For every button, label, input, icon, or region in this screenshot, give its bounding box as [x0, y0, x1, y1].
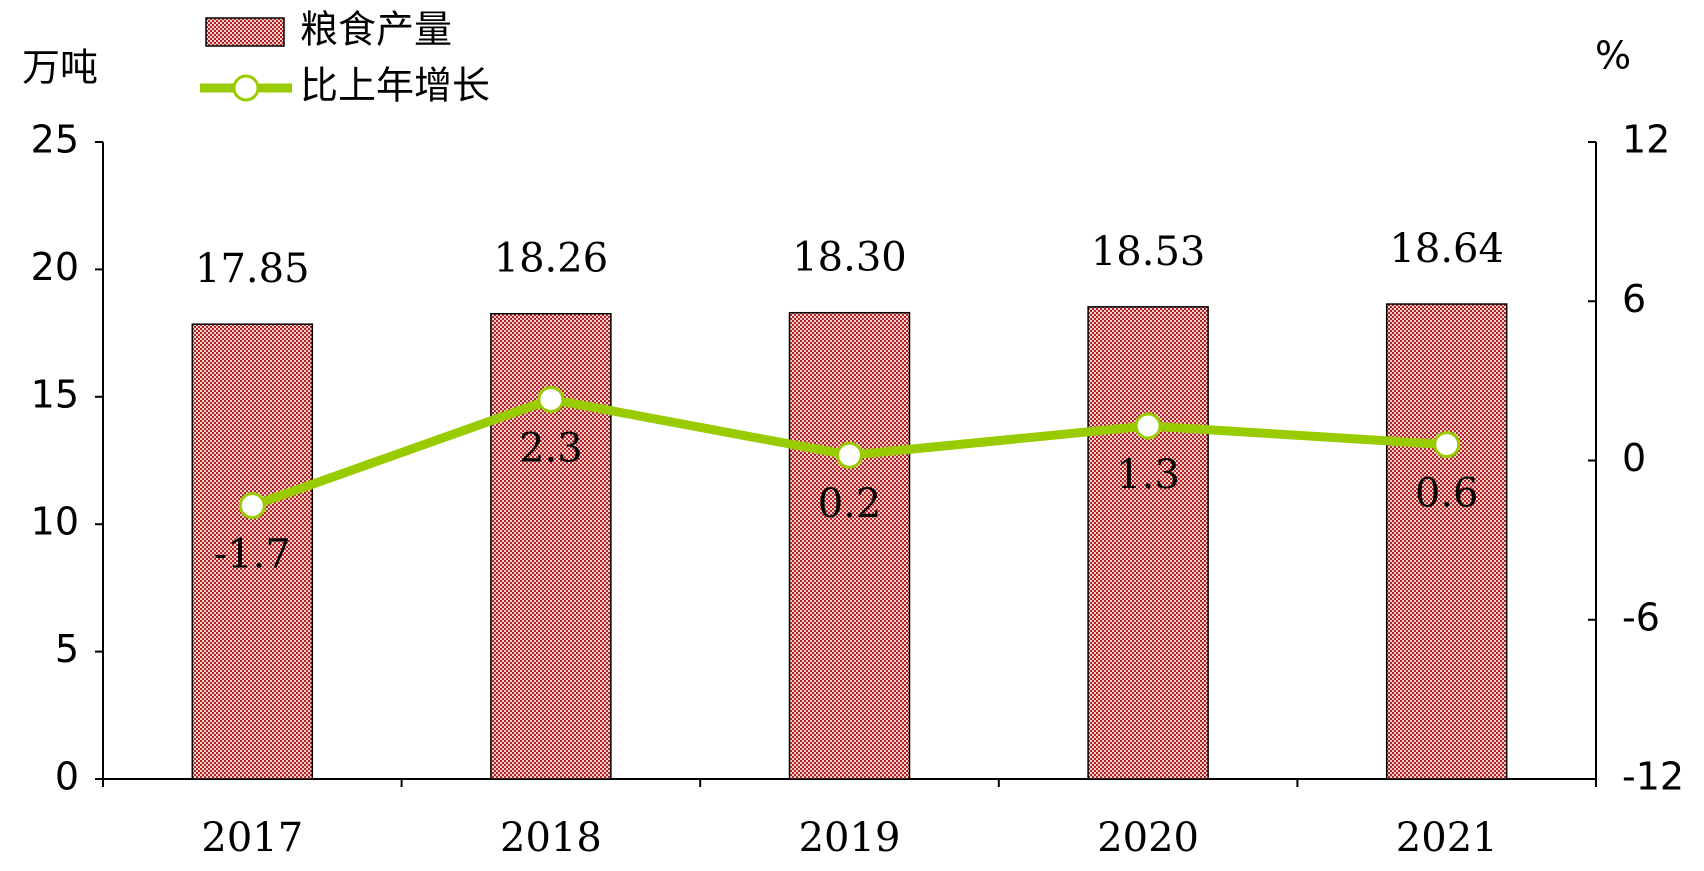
x-tick-label: 2020: [1097, 815, 1199, 861]
y-tick-label: 25: [31, 118, 79, 162]
y2-axis-label: %: [1595, 34, 1631, 78]
x-tick-label: 2019: [799, 815, 901, 861]
y-tick-label: 10: [31, 500, 79, 544]
x-tick-label: 2017: [201, 815, 303, 861]
line-value-label: 0.2: [818, 481, 882, 527]
line-marker: [238, 492, 266, 520]
legend-label: 粮食产量: [300, 8, 452, 52]
x-tick-label: 2021: [1396, 815, 1498, 861]
y-tick-label: 15: [31, 372, 79, 416]
line-marker: [1134, 412, 1162, 440]
y-tick-label: 5: [55, 627, 79, 671]
bar: [191, 323, 314, 780]
line-value-label: -1.7: [214, 532, 291, 578]
legend-marker: [232, 74, 260, 102]
bar-value-label: 18.26: [494, 236, 609, 282]
y2-tick-label: 12: [1622, 118, 1670, 162]
y2-tick-label: 6: [1622, 277, 1646, 321]
bar: [788, 311, 911, 780]
line-value-label: 2.3: [519, 425, 583, 471]
line-value-label: 0.6: [1415, 471, 1479, 517]
x-tick-label: 2018: [500, 815, 602, 861]
y2-tick-label: -6: [1622, 595, 1660, 639]
bar: [1087, 306, 1209, 780]
legend-label: 比上年增长: [300, 64, 490, 108]
y2-tick-label: -12: [1622, 755, 1684, 799]
y-tick-label: 0: [55, 755, 79, 799]
bar: [490, 312, 612, 780]
line-marker: [537, 385, 565, 413]
bar-value-label: 18.30: [792, 235, 907, 281]
line-marker: [1433, 431, 1461, 459]
line-value-label: 1.3: [1116, 452, 1180, 498]
line-marker: [836, 441, 863, 469]
bar: [1385, 303, 1508, 780]
y-tick-label: 20: [31, 245, 79, 289]
legend-swatch: [205, 17, 285, 47]
bar-value-label: 18.53: [1091, 229, 1206, 275]
bar-value-label: 18.64: [1389, 226, 1504, 272]
y-axis-label: 万吨: [22, 46, 98, 90]
bar-value-label: 17.85: [195, 246, 310, 292]
y2-tick-label: 0: [1622, 436, 1646, 480]
